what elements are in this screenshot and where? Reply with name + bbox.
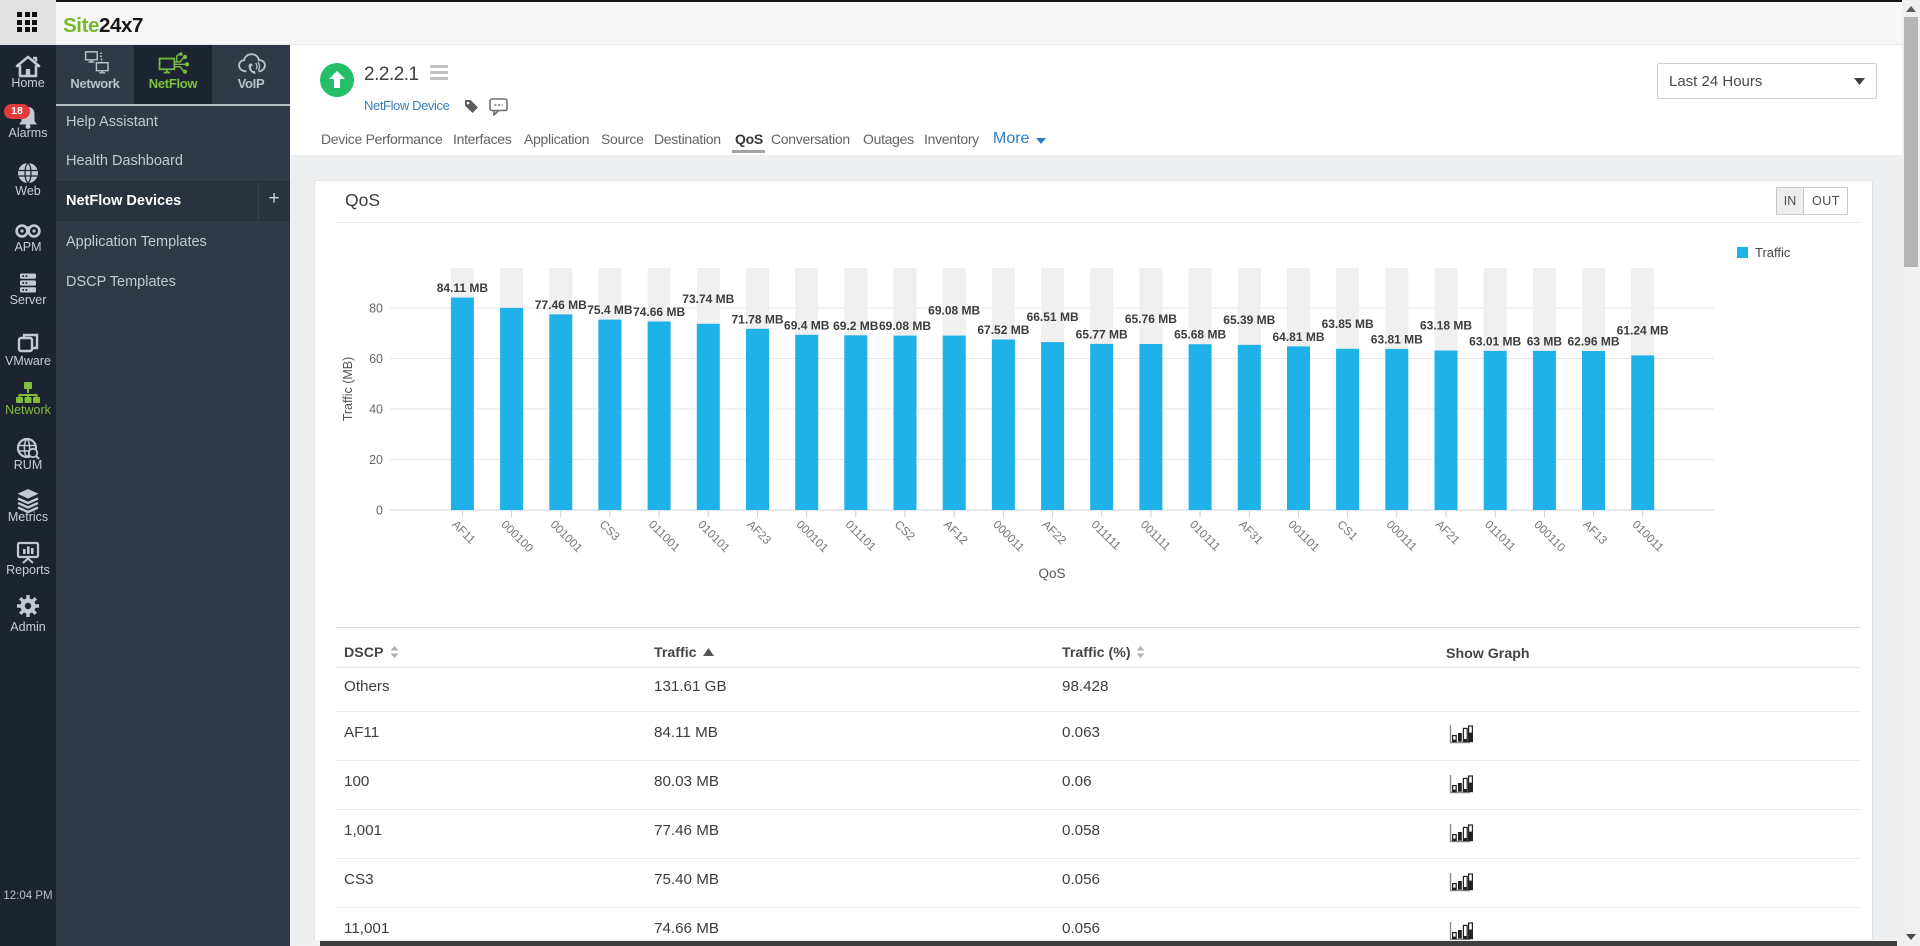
svg-text:69.08 MB: 69.08 MB xyxy=(928,304,980,318)
svg-text:011101: 011101 xyxy=(843,517,880,554)
svg-text:63.85 MB: 63.85 MB xyxy=(1322,317,1374,331)
svg-text:CS3: CS3 xyxy=(597,517,623,543)
svg-text:011001: 011001 xyxy=(646,517,683,554)
svg-text:000110: 000110 xyxy=(1531,517,1568,554)
svg-text:011011: 011011 xyxy=(1482,517,1519,554)
svg-text:63.18 MB: 63.18 MB xyxy=(1420,319,1472,333)
svg-text:000101: 000101 xyxy=(794,517,832,555)
svg-text:69.4 MB: 69.4 MB xyxy=(784,318,830,332)
svg-text:AF22: AF22 xyxy=(1039,517,1069,547)
svg-text:000100: 000100 xyxy=(498,517,536,555)
svg-text:69.2 MB: 69.2 MB xyxy=(833,319,879,333)
svg-text:AF21: AF21 xyxy=(1433,517,1463,547)
svg-text:CS1: CS1 xyxy=(1334,517,1360,543)
svg-text:65.39 MB: 65.39 MB xyxy=(1223,313,1275,327)
svg-text:69.08 MB: 69.08 MB xyxy=(879,319,931,333)
svg-text:63 MB: 63 MB xyxy=(1527,334,1563,348)
svg-text:000011: 000011 xyxy=(990,517,1027,554)
svg-text:64.81 MB: 64.81 MB xyxy=(1272,330,1324,344)
svg-text:011111: 011111 xyxy=(1089,517,1124,552)
svg-text:010101: 010101 xyxy=(695,517,733,555)
svg-text:77.46 MB: 77.46 MB xyxy=(535,298,587,312)
svg-text:Traffic (MB): Traffic (MB) xyxy=(341,357,355,422)
svg-text:AF12: AF12 xyxy=(941,517,971,547)
svg-text:65.76 MB: 65.76 MB xyxy=(1125,312,1177,326)
svg-text:40: 40 xyxy=(369,403,383,417)
svg-text:71.78 MB: 71.78 MB xyxy=(731,312,783,326)
svg-text:74.66 MB: 74.66 MB xyxy=(633,305,685,319)
svg-text:20: 20 xyxy=(369,453,383,467)
svg-text:75.4 MB: 75.4 MB xyxy=(587,303,633,317)
svg-text:QoS: QoS xyxy=(1038,566,1065,581)
svg-text:010111: 010111 xyxy=(1187,517,1224,554)
svg-text:AF31: AF31 xyxy=(1236,517,1266,547)
svg-text:65.68 MB: 65.68 MB xyxy=(1174,328,1226,342)
svg-text:60: 60 xyxy=(369,352,383,366)
svg-text:84.11 MB: 84.11 MB xyxy=(437,281,489,295)
svg-text:CS2: CS2 xyxy=(892,517,918,543)
svg-text:001101: 001101 xyxy=(1285,517,1322,554)
svg-text:62.96 MB: 62.96 MB xyxy=(1567,335,1619,349)
svg-text:63.01 MB: 63.01 MB xyxy=(1469,334,1521,348)
svg-text:63.81 MB: 63.81 MB xyxy=(1371,332,1423,346)
svg-text:AF23: AF23 xyxy=(744,517,774,547)
svg-text:73.74 MB: 73.74 MB xyxy=(682,292,734,306)
svg-text:65.77 MB: 65.77 MB xyxy=(1076,327,1128,341)
svg-text:001001: 001001 xyxy=(548,517,586,555)
svg-text:000111: 000111 xyxy=(1384,517,1421,554)
svg-text:AF11: AF11 xyxy=(449,517,478,546)
svg-text:001111: 001111 xyxy=(1138,517,1174,553)
svg-text:66.51 MB: 66.51 MB xyxy=(1027,310,1079,324)
svg-text:67.52 MB: 67.52 MB xyxy=(977,323,1029,337)
svg-text:61.24 MB: 61.24 MB xyxy=(1617,323,1669,337)
svg-text:Traffic: Traffic xyxy=(1755,245,1791,260)
svg-text:010011: 010011 xyxy=(1630,517,1667,554)
svg-text:AF13: AF13 xyxy=(1580,517,1610,547)
svg-text:80: 80 xyxy=(369,302,383,316)
svg-text:0: 0 xyxy=(376,504,383,518)
